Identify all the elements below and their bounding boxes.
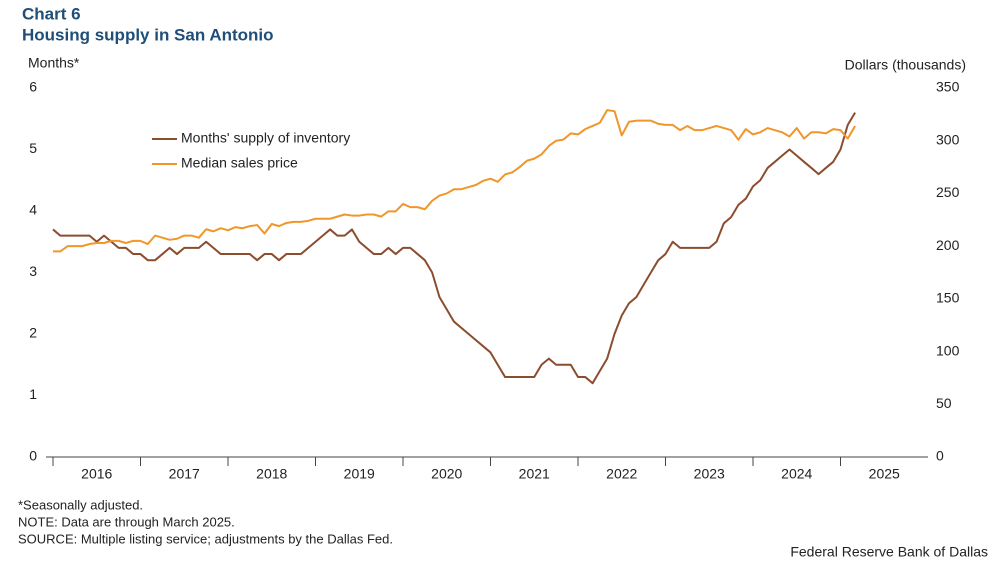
y-tick-label: 1 [29,386,37,402]
chart-title: Chart 6 [22,4,81,23]
footnote: *Seasonally adjusted. [18,497,143,512]
footnote: NOTE: Data are through March 2025. [18,514,235,529]
legend-label: Median sales price [181,155,298,171]
y2-tick-label: 350 [936,79,960,95]
y-axis-label: Months* [28,55,80,71]
y-tick-label: 0 [29,448,37,464]
y2-tick-label: 200 [936,237,960,253]
y2-tick-label: 50 [936,395,952,411]
x-tick-label: 2019 [344,466,375,482]
y2-tick-label: 300 [936,131,960,147]
x-tick-label: 2018 [256,466,287,482]
x-tick-label: 2023 [694,466,725,482]
y2-tick-label: 250 [936,184,960,200]
y-tick-label: 6 [29,79,37,95]
y-tick-label: 3 [29,263,37,279]
credit: Federal Reserve Bank of Dallas [790,544,988,560]
y-tick-label: 2 [29,325,37,341]
x-tick-label: 2016 [81,466,112,482]
chart-subtitle: Housing supply in San Antonio [22,25,274,44]
footnote: SOURCE: Multiple listing service; adjust… [18,531,393,546]
y2-tick-label: 100 [936,342,960,358]
x-tick-label: 2025 [869,466,900,482]
legend-label: Months' supply of inventory [181,130,350,146]
x-tick-label: 2022 [606,466,637,482]
y-tick-label: 4 [29,202,37,218]
series-line [52,112,856,385]
y2-tick-label: 150 [936,290,960,306]
y-tick-label: 5 [29,140,37,156]
x-tick-label: 2024 [781,466,812,482]
x-tick-label: 2020 [431,466,462,482]
series-line [53,109,856,253]
y2-axis-label: Dollars (thousands) [845,57,966,73]
x-tick-label: 2017 [169,466,200,482]
x-tick-label: 2021 [519,466,550,482]
y2-tick-label: 0 [936,448,944,464]
